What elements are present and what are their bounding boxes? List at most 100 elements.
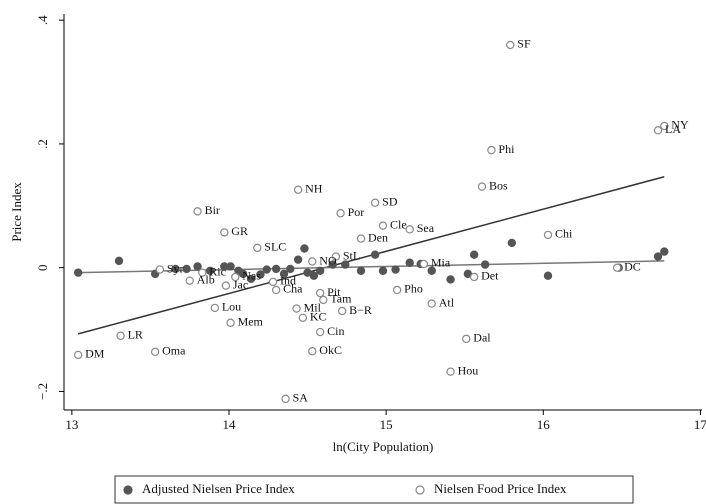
point xyxy=(308,257,317,266)
point-label: SLC xyxy=(264,240,286,254)
legend-label: Nielsen Food Price Index xyxy=(434,481,567,496)
point-label: NO xyxy=(319,253,337,267)
point-label: Por xyxy=(348,205,365,219)
point xyxy=(253,243,262,253)
point-label: Cha xyxy=(283,282,303,296)
point xyxy=(185,276,194,285)
point xyxy=(298,313,308,323)
point-label: Mia xyxy=(431,256,451,270)
point-label: Pit xyxy=(327,285,341,299)
point xyxy=(356,266,366,275)
point xyxy=(653,252,663,261)
legend-marker xyxy=(415,485,425,495)
point-label: Sea xyxy=(417,221,435,235)
point xyxy=(427,266,436,275)
point xyxy=(487,145,496,155)
point xyxy=(73,268,83,277)
point xyxy=(292,304,301,313)
point-label: KC xyxy=(310,310,327,324)
y-tick-label: .2 xyxy=(35,139,50,149)
point xyxy=(220,228,229,237)
point-label: Dal xyxy=(473,331,491,345)
point xyxy=(336,209,345,218)
point xyxy=(226,318,235,327)
point-label: Det xyxy=(481,269,499,283)
point-label: SF xyxy=(517,37,531,51)
point xyxy=(469,272,479,282)
point-label: Chi xyxy=(555,227,573,241)
x-tick-label: 14 xyxy=(223,417,237,432)
y-axis-title: Price Index xyxy=(9,182,24,242)
point xyxy=(543,271,553,280)
point xyxy=(370,250,380,259)
point xyxy=(271,264,281,274)
point-label: Mem xyxy=(238,315,264,329)
point xyxy=(391,265,400,274)
point xyxy=(378,266,388,275)
point xyxy=(279,269,289,279)
point xyxy=(114,256,124,266)
point xyxy=(198,268,207,277)
point xyxy=(419,259,429,269)
point xyxy=(205,266,215,275)
x-tick-label: 17 xyxy=(694,417,706,432)
point-label: Ric xyxy=(209,264,226,278)
point xyxy=(238,269,248,279)
point xyxy=(315,288,325,298)
point-label: Hou xyxy=(458,363,479,377)
point xyxy=(660,247,669,256)
point-label: Pho xyxy=(404,282,423,296)
point-label: SA xyxy=(293,391,309,405)
point xyxy=(231,272,240,282)
point xyxy=(315,327,325,337)
point xyxy=(150,347,160,357)
point xyxy=(462,334,471,344)
y-tick-label: 0 xyxy=(35,264,50,271)
point xyxy=(73,350,83,360)
x-tick-label: 13 xyxy=(65,417,78,432)
point xyxy=(370,198,380,207)
point xyxy=(309,271,319,280)
legend-marker xyxy=(123,485,133,495)
point-label: Atl xyxy=(439,295,455,309)
point-label: Cin xyxy=(327,324,344,338)
point xyxy=(427,299,436,308)
point-label: Tam xyxy=(330,292,352,306)
point-label: Bos xyxy=(489,178,508,192)
point xyxy=(356,234,366,243)
legend-box xyxy=(114,475,634,504)
point xyxy=(469,250,479,259)
point xyxy=(315,266,325,275)
point xyxy=(341,260,350,269)
point xyxy=(271,285,281,295)
point xyxy=(612,263,622,272)
point-label: Phi xyxy=(498,142,515,156)
point xyxy=(281,394,290,404)
point xyxy=(446,367,455,376)
point xyxy=(653,126,663,135)
point xyxy=(193,262,202,271)
point xyxy=(405,225,414,234)
point-label: SD xyxy=(382,194,398,208)
y-tick-label: .4 xyxy=(35,15,50,25)
point-label: B−R xyxy=(349,303,372,317)
point-label: Syr xyxy=(167,261,184,275)
point xyxy=(543,230,553,240)
point xyxy=(155,265,165,274)
point-label: NY xyxy=(671,118,689,132)
point xyxy=(446,275,455,284)
point-label: Bir xyxy=(205,203,220,217)
point xyxy=(300,244,309,253)
point xyxy=(293,255,303,264)
point xyxy=(182,264,191,274)
point xyxy=(268,277,278,287)
point xyxy=(477,182,487,191)
point xyxy=(256,270,265,279)
point xyxy=(328,260,337,269)
point xyxy=(660,121,669,131)
x-axis-title: ln(City Population) xyxy=(333,439,434,454)
point xyxy=(116,331,125,340)
point-label: Cle xyxy=(390,217,407,231)
point xyxy=(319,295,328,305)
